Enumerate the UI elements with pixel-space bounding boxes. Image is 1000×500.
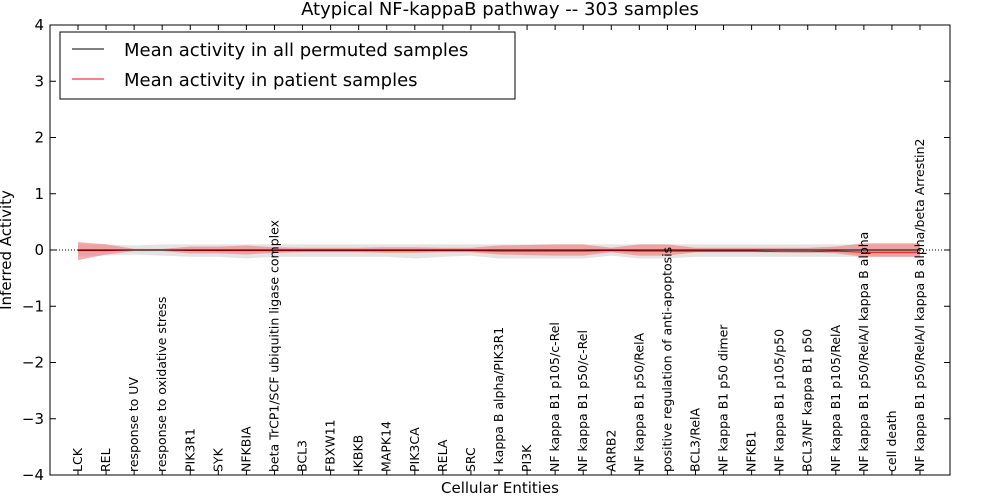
- y-axis: 4 3 2 1 0 −1 −2 −3 −4: [22, 16, 950, 484]
- x-category-label: beta TrCP1/SCF ubiquitin ligase complex: [266, 220, 281, 472]
- x-axis-label: Cellular Entities: [441, 479, 559, 497]
- x-category-label: NF kappa B1 p50 dimer: [716, 324, 731, 472]
- y-tick-label: −1: [22, 297, 44, 315]
- x-category-label: NF kappa B1 p105/p50: [772, 329, 787, 472]
- x-category-label: NF kappa B1 p50/c-Rel: [575, 330, 590, 472]
- x-category-label: PIK3CA: [407, 427, 422, 472]
- x-category-label: NF kappa B1 p105/RelA: [828, 325, 843, 472]
- x-category-label: NF kappa B1 p50/RelA/I kappa B alpha/bet…: [912, 139, 927, 473]
- y-tick-label: 3: [34, 72, 44, 90]
- y-tick-label: 2: [34, 129, 44, 147]
- x-category-label: SRC: [463, 447, 478, 472]
- x-category-label: BCL3/NF kappa B1 p50: [800, 329, 815, 472]
- x-category-label: REL: [98, 448, 113, 472]
- x-category-label: LCK: [70, 447, 85, 472]
- x-category-label: SYK: [210, 447, 225, 472]
- x-axis-categories: LCK REL response to UV response to oxidativ…: [70, 25, 927, 475]
- legend-label-permuted: Mean activity in all permuted samples: [124, 40, 468, 61]
- x-category-label: I kappa B alpha/PIK3R1: [491, 327, 506, 472]
- legend-label-patient: Mean activity in patient samples: [124, 70, 418, 91]
- x-category-label: cell death: [884, 410, 899, 472]
- y-axis-label: Inferred Activity: [0, 190, 15, 310]
- x-category-label: FBXW11: [323, 419, 338, 472]
- x-category-label: response to UV: [126, 377, 141, 472]
- x-category-label: NF kappa B1 p50/RelA: [631, 332, 646, 472]
- legend-box: [59, 31, 516, 100]
- series-line-1: [78, 249, 920, 253]
- x-category-label: PI3K: [519, 444, 534, 472]
- x-category-label: BCL3: [295, 440, 310, 472]
- x-category-label: NF kappa B1 p105/c-Rel: [547, 322, 562, 472]
- y-tick-label: 1: [34, 185, 44, 203]
- y-tick-label: 0: [34, 241, 44, 259]
- y-tick-label: −2: [22, 354, 44, 372]
- x-category-label: ARRB2: [603, 430, 618, 472]
- x-category-label: NF kappa B1 p50/RelA/I kappa B alpha: [856, 232, 871, 472]
- series-lines: [50, 249, 950, 253]
- x-category-label: PIK3R1: [182, 428, 197, 472]
- chart-title: Atypical NF-kappaB pathway -- 303 sample…: [301, 0, 699, 20]
- x-category-label: response to oxidative stress: [154, 297, 169, 472]
- x-category-label: BCL3/RelA: [687, 408, 702, 472]
- y-tick-label: −3: [22, 410, 44, 428]
- x-category-label: MAPK14: [379, 421, 394, 472]
- y-tick-label: −4: [22, 466, 44, 484]
- x-category-label: positive regulation of anti-apoptosis: [659, 247, 674, 472]
- x-category-label: NFKBIA: [238, 426, 253, 472]
- x-category-label: RELA: [435, 439, 450, 472]
- x-category-label: IKBKB: [351, 435, 366, 472]
- x-category-label: NFKB1: [744, 431, 759, 472]
- legend: Mean activity in all permuted samples Me…: [59, 31, 516, 100]
- y-tick-label: 4: [34, 16, 44, 34]
